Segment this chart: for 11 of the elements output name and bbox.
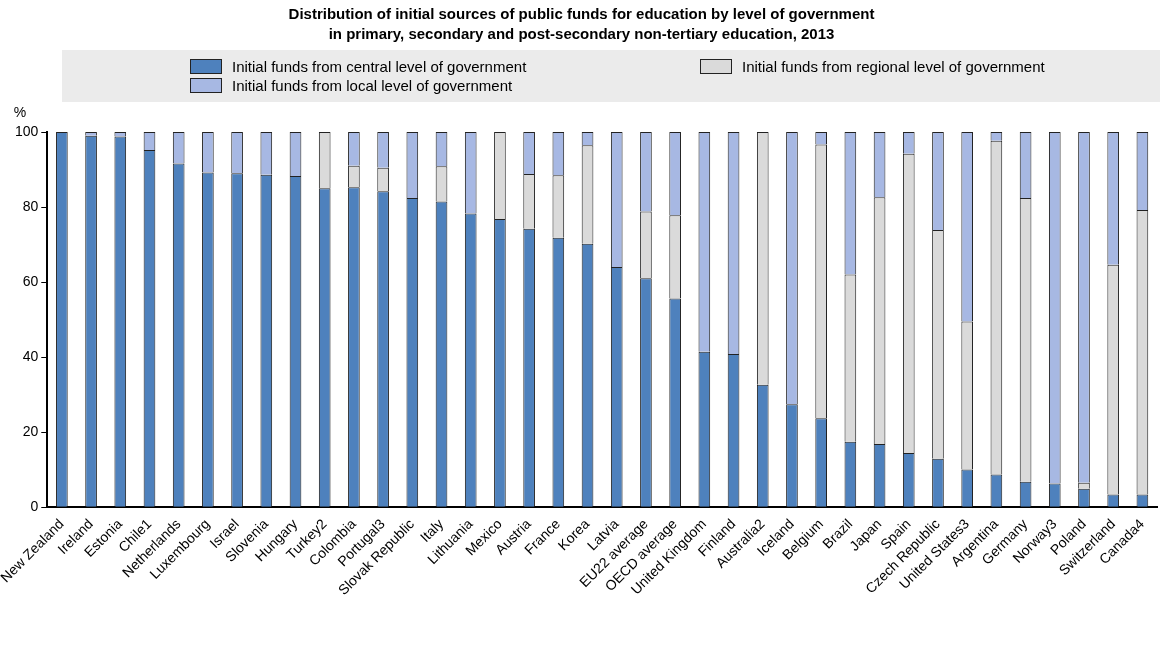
y-tick-label: 80 xyxy=(22,197,39,214)
legend-label: Initial funds from local level of government xyxy=(232,77,513,94)
y-tick-label: 100 xyxy=(14,122,39,139)
y-tick-label: 60 xyxy=(22,272,39,289)
y-tick-label: 0 xyxy=(30,498,39,514)
y-axis-title: % xyxy=(13,103,27,120)
y-tick-label: 40 xyxy=(22,347,39,364)
legend-label: Initial funds from central level of government xyxy=(232,58,527,75)
chart-title: Distribution of initial sources of public funds for education by level of government in primary, secondary and post-secondary non-tertiary education, 2013 xyxy=(287,4,876,44)
y-tick-label: 20 xyxy=(22,422,39,439)
legend-label: Initial funds from regional level of government xyxy=(742,58,1045,75)
